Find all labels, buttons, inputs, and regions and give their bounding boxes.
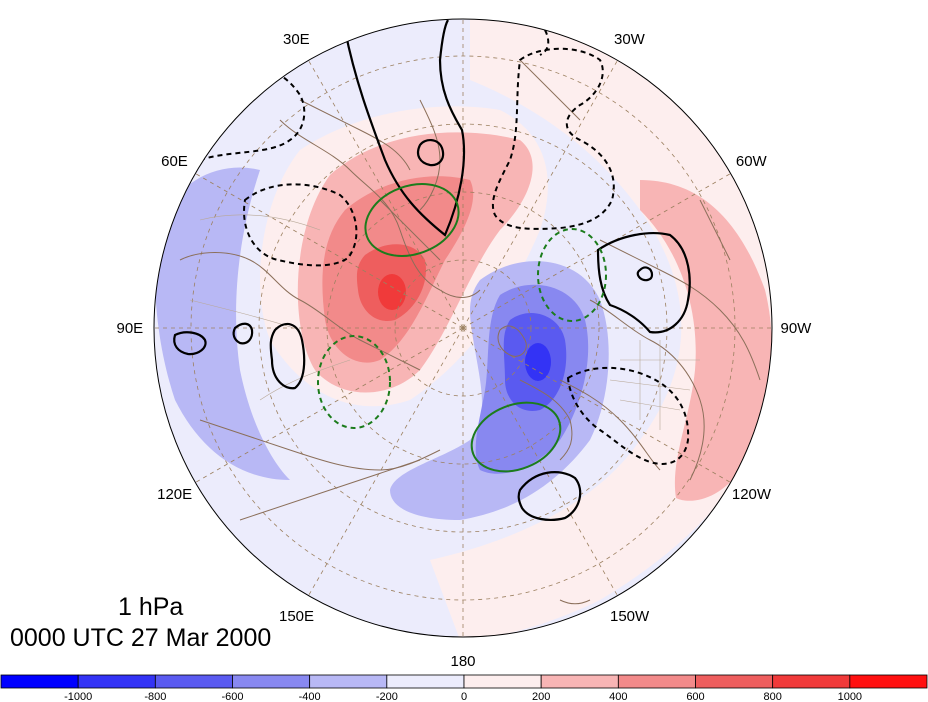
green-dashed-contours	[317, 228, 607, 429]
longitude-label: 150E	[279, 607, 315, 625]
valid-time: 0000 UTC 27 Mar 2000	[10, 624, 272, 652]
colorbar-tick-label: 800	[763, 691, 781, 702]
colorbar-tick-label: -200	[376, 691, 398, 702]
longitude-label: 0	[459, 0, 467, 3]
negative-anomaly-west	[155, 167, 290, 480]
colorbar-tick-label: 200	[532, 691, 550, 702]
colorbar-tick-label: -800	[144, 691, 166, 702]
pressure-level: 1 hPa	[118, 593, 184, 621]
colorbar-tick-label: -400	[299, 691, 321, 702]
positive-contours	[173, 19, 691, 521]
longitude-label: 30W	[614, 31, 645, 49]
globe-border	[153, 18, 773, 638]
longitude-label: 60W	[735, 153, 767, 170]
map-field	[154, 19, 772, 637]
green-contours	[364, 183, 562, 473]
colorbar-swatch	[849, 674, 928, 689]
colorbar-swatch	[232, 674, 311, 689]
borders	[189, 214, 700, 430]
colorbar-tick-label: 600	[686, 691, 704, 702]
longitude-label: 180	[450, 652, 476, 670]
colorbar-tick-label: -600	[221, 691, 243, 702]
colorbar-tick-label: 400	[609, 691, 627, 702]
positive-anomaly-800	[378, 274, 406, 310]
colorbar-swatch	[0, 674, 79, 689]
positive-anomaly-east	[640, 180, 772, 501]
colorbar-swatch	[695, 674, 774, 689]
colorbar-swatch	[309, 674, 388, 689]
negative-contours	[199, 29, 690, 465]
colorbar-swatch	[386, 674, 465, 689]
colorbar-tick-label: -1000	[64, 691, 92, 702]
colorbar-swatch	[617, 674, 696, 689]
longitude-label: 90W	[780, 319, 812, 337]
longitude-label: 30E	[283, 31, 310, 49]
longitude-label: 150W	[610, 607, 650, 625]
longitude-label: 90E	[116, 319, 144, 337]
colorbar: -1000 -800 -600 -400 -200 0 200 400 600 800 1000	[0, 674, 928, 702]
colorbar-tick-label: 1000	[838, 691, 862, 702]
colorbar-swatch	[463, 674, 542, 689]
longitude-label: 120W	[731, 486, 772, 503]
coastlines	[179, 59, 761, 605]
negative-anomaly-800	[525, 343, 551, 381]
colorbar-tick-label: 0	[461, 691, 467, 702]
colorbar-swatch	[772, 674, 851, 689]
longitude-label: 120E	[157, 486, 193, 503]
colorbar-swatch	[77, 674, 156, 689]
longitude-label: 60E	[161, 153, 188, 170]
colorbar-swatch	[154, 674, 233, 689]
colorbar-swatch	[540, 674, 619, 689]
